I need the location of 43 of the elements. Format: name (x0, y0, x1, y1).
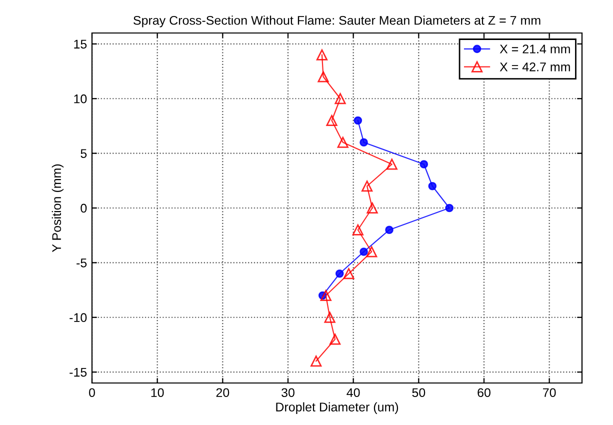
legend-label: X = 42.7 mm (500, 62, 570, 72)
y-axis-title: Y Position (mm) (52, 164, 64, 252)
point (329, 334, 341, 345)
x-tick-label: 40 (346, 388, 360, 398)
point (310, 356, 322, 367)
point (316, 49, 328, 60)
point (352, 224, 364, 236)
x-tick-label: 70 (543, 388, 556, 398)
point (320, 290, 332, 302)
point (428, 182, 437, 190)
chart-title: Spray Cross-Section Without Flame: Sauter Mean Diameters at Z = 7 mm (134, 16, 540, 28)
y-tick-label: -10 (70, 313, 87, 322)
point (361, 180, 373, 192)
legend-label: X = 21.4 mm (500, 44, 570, 54)
x-tick-label: 20 (216, 388, 230, 398)
point (326, 114, 338, 126)
x-tick-label: 0 (89, 388, 95, 398)
point (337, 136, 348, 148)
y-tick-label: 15 (74, 40, 87, 49)
point (335, 269, 344, 278)
x-tick-label: 30 (282, 388, 294, 398)
point (324, 312, 336, 323)
y-tick-label: 10 (74, 94, 87, 104)
point (420, 160, 428, 168)
x-tick-label: 60 (478, 388, 490, 398)
point (366, 246, 378, 258)
point (360, 248, 368, 256)
point (385, 226, 394, 234)
y-tick-label: 5 (80, 149, 87, 158)
y-tick-label: 0 (80, 204, 87, 213)
x-tick-label: 50 (412, 388, 426, 398)
x-tick-label: 10 (151, 388, 164, 398)
point (318, 71, 329, 82)
point (360, 138, 368, 147)
point (386, 158, 398, 170)
point (354, 116, 362, 125)
point (445, 204, 454, 212)
point (343, 268, 354, 280)
point (334, 93, 346, 104)
y-tick-label: -5 (76, 258, 87, 268)
x-axis-title: Droplet Diameter (um) (276, 402, 398, 414)
point (366, 202, 378, 214)
y-tick-label: -15 (70, 368, 87, 377)
